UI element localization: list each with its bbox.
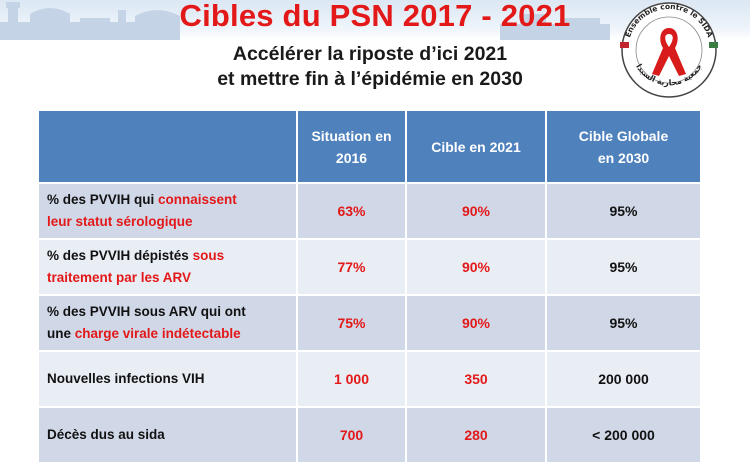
table-row: % des PVVIH sous ARV qui ont une charge …	[37, 294, 702, 352]
value-2021: 90%	[405, 294, 547, 352]
skyline-decoration	[0, 2, 610, 40]
value-2016: 77%	[296, 238, 407, 296]
header-banner	[0, 0, 750, 40]
value-2016: 63%	[296, 182, 407, 240]
value-2021: 90%	[405, 182, 547, 240]
red-ribbon-icon	[652, 28, 686, 76]
table-row: Décès dus au sida 700 280 < 200 000	[37, 406, 702, 464]
value-2030: < 200 000	[545, 406, 702, 464]
value-2021: 90%	[405, 238, 547, 296]
value-2021: 350	[405, 350, 547, 408]
row-label: % des PVVIH sous ARV qui ont une charge …	[37, 294, 298, 352]
flag-icons	[620, 42, 718, 48]
value-2016: 75%	[296, 294, 407, 352]
targets-table: Situation en 2016 Cible en 2021 Cible Gl…	[37, 109, 702, 464]
row-label: Nouvelles infections VIH	[37, 350, 298, 408]
table-header-row: Situation en 2016 Cible en 2021 Cible Gl…	[37, 109, 702, 184]
header-situation-2016: Situation en 2016	[296, 109, 407, 184]
page-subtitle: Accélérer la riposte d’ici 2021 et mettr…	[130, 42, 610, 92]
subtitle-line-1: Accélérer la riposte d’ici 2021	[232, 43, 508, 65]
header-empty-cell	[37, 109, 298, 184]
value-2021: 280	[405, 406, 547, 464]
table-row: % des PVVIH dépistés sous traitement par…	[37, 238, 702, 296]
table-row: % des PVVIH qui connaissent leur statut …	[37, 182, 702, 240]
row-label: % des PVVIH qui connaissent leur statut …	[37, 182, 298, 240]
row-label: Décès dus au sida	[37, 406, 298, 464]
header-cible-2021: Cible en 2021	[405, 109, 547, 184]
association-logo: Ensemble contre le SIDA جمعية محاربة الس…	[620, 2, 718, 98]
value-2030: 200 000	[545, 350, 702, 408]
row-label: % des PVVIH dépistés sous traitement par…	[37, 238, 298, 296]
value-2016: 700	[296, 406, 407, 464]
value-2016: 1 000	[296, 350, 407, 408]
value-2030: 95%	[545, 238, 702, 296]
value-2030: 95%	[545, 294, 702, 352]
page-title: Cibles du PSN 2017 - 2021	[179, 0, 571, 33]
header-cible-globale-2030: Cible Globale en 2030	[545, 109, 702, 184]
table-row: Nouvelles infections VIH 1 000 350 200 0…	[37, 350, 702, 408]
subtitle-line-2: et mettre fin à l’épidémie en 2030	[217, 68, 523, 90]
value-2030: 95%	[545, 182, 702, 240]
